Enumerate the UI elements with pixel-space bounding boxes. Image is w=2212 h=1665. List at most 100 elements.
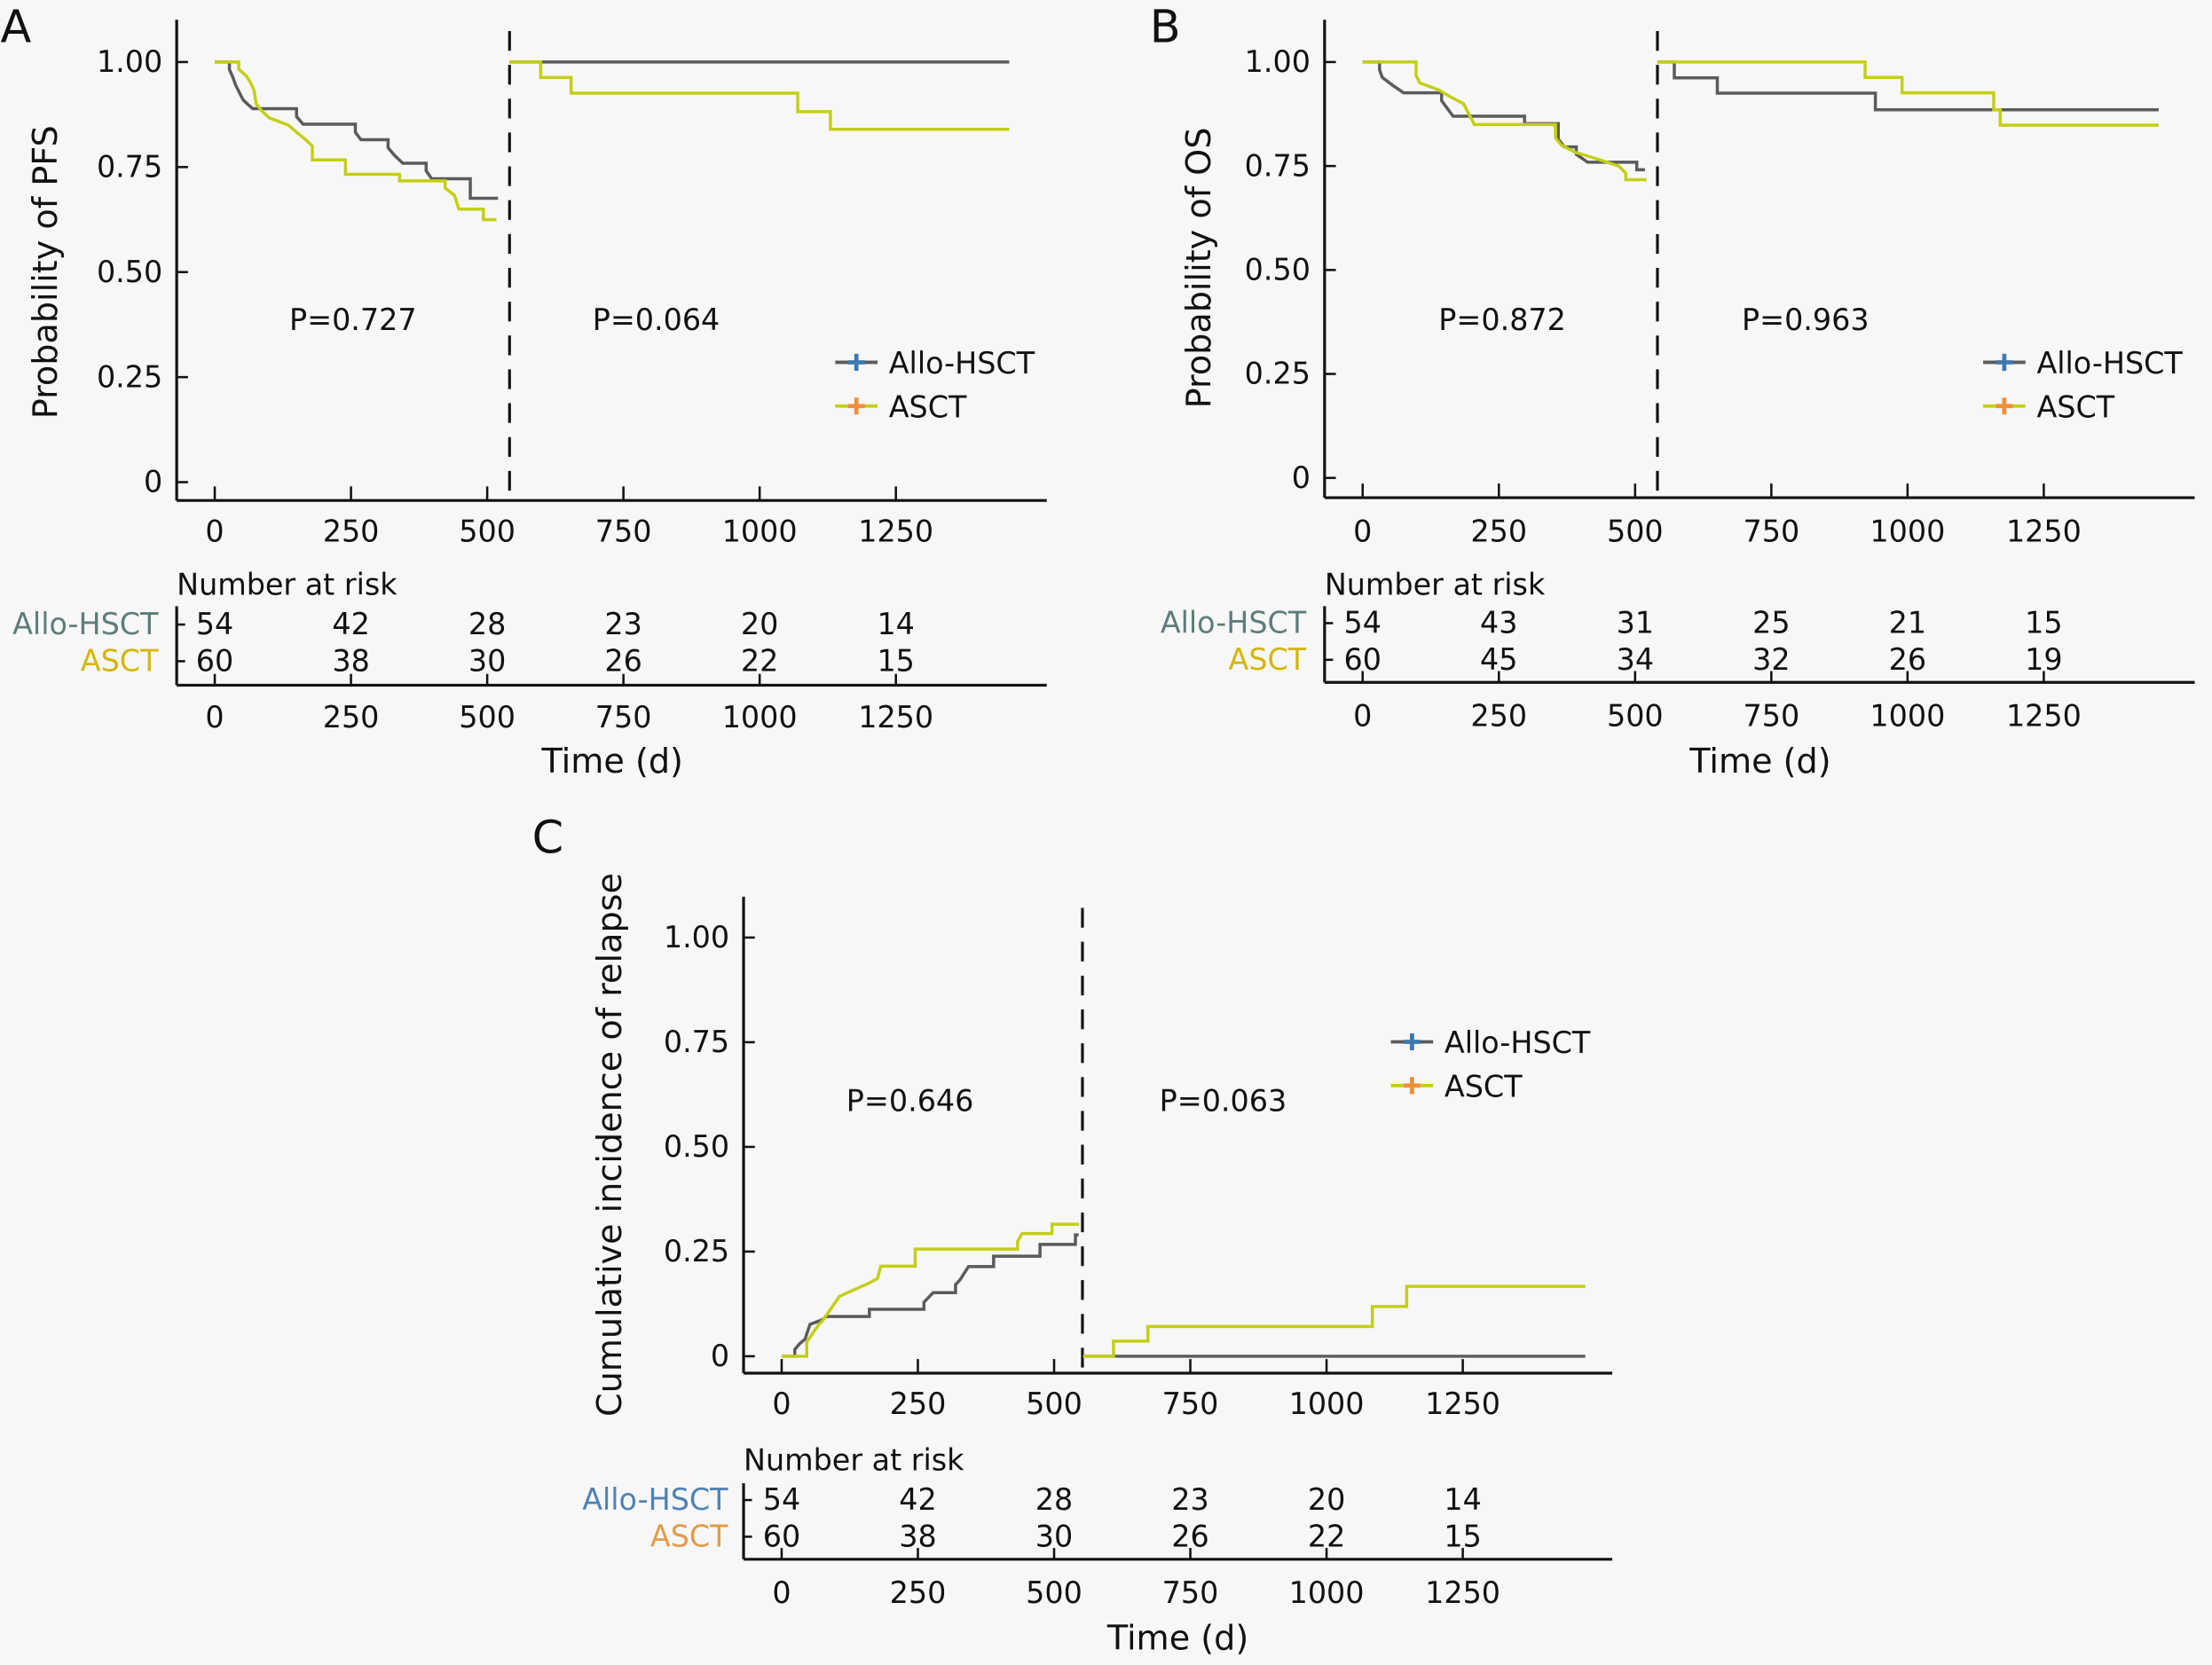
x-tick-label: 250 (323, 514, 380, 548)
risk-x-tick-label: 250 (1470, 699, 1527, 734)
curve-asct-segment-1 (1362, 60, 1647, 182)
y-tick-label: 0.75 (97, 149, 162, 184)
p-value-label: P=0.727 (289, 302, 417, 337)
risk-count: 38 (899, 1519, 936, 1553)
risk-group-label: ASCT (650, 1519, 728, 1553)
risk-count: 43 (1480, 606, 1517, 640)
y-tick-label: 0.75 (1245, 148, 1311, 183)
risk-count: 20 (741, 607, 778, 641)
risk-count: 26 (604, 644, 642, 679)
risk-count: 14 (877, 607, 914, 641)
legend-marker-icon (1996, 397, 2013, 415)
x-axis-title: Time (d) (1106, 1619, 1248, 1658)
curve-asct-segment-2 (1082, 1284, 1586, 1358)
risk-x-tick-label: 250 (890, 1575, 947, 1610)
legend-label: Allo-HSCT (889, 346, 1035, 381)
risk-count: 54 (763, 1482, 800, 1517)
risk-table: Number at risk Allo-HSCT 54 43 31 25 21 15 ASCT 6… (1161, 568, 2195, 734)
risk-x-tick-label: 250 (323, 700, 380, 734)
legend-item: ASCT (1983, 389, 2115, 424)
risk-count: 23 (1171, 1482, 1208, 1517)
p-value-label: P=0.646 (846, 1083, 974, 1118)
y-tick-label: 1.00 (1245, 44, 1311, 79)
curve-allo-hsct-segment-1 (1362, 60, 1645, 172)
panel-letter: B (1150, 1, 1181, 53)
risk-count: 38 (332, 644, 369, 679)
panel-letter: A (0, 1, 31, 53)
risk-count: 26 (1889, 642, 1926, 677)
x-tick-label: 1000 (1870, 514, 1945, 548)
legend-label: ASCT (1444, 1069, 1523, 1103)
legend-item: Allo-HSCT (1390, 1025, 1591, 1060)
risk-x-tick-label: 0 (205, 700, 224, 734)
risk-count: 22 (1308, 1519, 1345, 1553)
legend-marker-icon (847, 353, 865, 371)
risk-x-tick-label: 500 (459, 700, 516, 734)
y-axis-title: Probability of PFS (26, 125, 65, 419)
risk-group-label: Allo-HSCT (12, 607, 159, 641)
risk-count: 15 (877, 644, 914, 679)
y-tick-label: 0.25 (664, 1234, 729, 1268)
p-value-label: P=0.963 (1742, 302, 1870, 337)
risk-count: 31 (1617, 606, 1654, 640)
risk-count: 54 (1344, 606, 1382, 640)
x-axis-title: Time (d) (1689, 742, 1830, 781)
y-tick-label: 0.50 (1245, 252, 1311, 287)
panel-b: B00.250.500.751.000 250 500 750 1000 1250Prob… (1150, 1, 2195, 781)
curve-asct-segment-2 (1657, 60, 2159, 127)
y-tick-label: 0.75 (664, 1025, 729, 1059)
risk-x-tick-label: 1000 (1289, 1575, 1365, 1610)
risk-x-tick-label: 750 (1162, 1575, 1219, 1610)
risk-count: 34 (1617, 642, 1654, 677)
x-tick-label: 0 (1353, 514, 1372, 548)
y-axis-title: Probability of OS (1179, 128, 1218, 409)
p-value-label: P=0.872 (1438, 302, 1566, 337)
y-tick-label: 0 (711, 1339, 729, 1373)
curve-allo-hsct-segment-1 (215, 60, 499, 200)
risk-group-label: Allo-HSCT (1161, 606, 1307, 640)
risk-table: Number at risk Allo-HSCT 54 42 28 23 20 14 ASCT 6… (12, 568, 1047, 734)
legend-item: ASCT (835, 389, 967, 424)
risk-count: 20 (1308, 1482, 1345, 1517)
x-tick-label: 1000 (722, 514, 798, 548)
y-tick-label: 1.00 (664, 920, 729, 954)
x-tick-label: 500 (1026, 1386, 1082, 1421)
risk-count: 15 (1444, 1519, 1481, 1553)
risk-x-tick-label: 750 (1744, 699, 1800, 734)
risk-count: 22 (741, 644, 778, 679)
risk-count: 42 (332, 607, 369, 641)
risk-group-label: Allo-HSCT (582, 1482, 728, 1517)
risk-count: 60 (196, 644, 233, 679)
risk-count: 45 (1480, 642, 1517, 677)
x-tick-label: 0 (772, 1386, 791, 1421)
risk-count: 60 (763, 1519, 800, 1553)
legend-label: Allo-HSCT (1444, 1025, 1591, 1060)
y-axis-title: Cumulative incidence of relapse (590, 873, 629, 1417)
legend-label: Allo-HSCT (2036, 346, 2183, 381)
risk-count: 21 (1889, 606, 1926, 640)
risk-table-title: Number at risk (1325, 568, 1546, 602)
risk-table: Number at risk Allo-HSCT 54 42 28 23 20 14 ASCT 6… (582, 1443, 1613, 1610)
risk-count: 26 (1171, 1519, 1208, 1553)
risk-x-tick-label: 1250 (1425, 1575, 1500, 1610)
y-tick-label: 0 (1292, 460, 1311, 495)
legend-item: ASCT (1390, 1069, 1523, 1103)
x-tick-label: 500 (459, 514, 516, 548)
risk-count: 30 (468, 644, 506, 679)
risk-x-tick-label: 750 (595, 700, 652, 734)
panel-letter: C (532, 812, 564, 864)
x-tick-label: 1250 (1425, 1386, 1500, 1421)
legend-label: ASCT (2036, 389, 2114, 424)
curve-allo-hsct-segment-2 (1657, 60, 2159, 112)
curve-asct-segment-1 (215, 60, 497, 222)
x-tick-label: 1250 (858, 514, 933, 548)
curve-asct-segment-2 (509, 60, 1010, 131)
x-tick-label: 0 (205, 514, 224, 548)
risk-count: 30 (1035, 1519, 1073, 1553)
risk-count: 28 (468, 607, 506, 641)
x-axis-title: Time (d) (541, 742, 683, 781)
legend-item: Allo-HSCT (835, 346, 1035, 381)
y-tick-label: 0 (144, 465, 162, 499)
